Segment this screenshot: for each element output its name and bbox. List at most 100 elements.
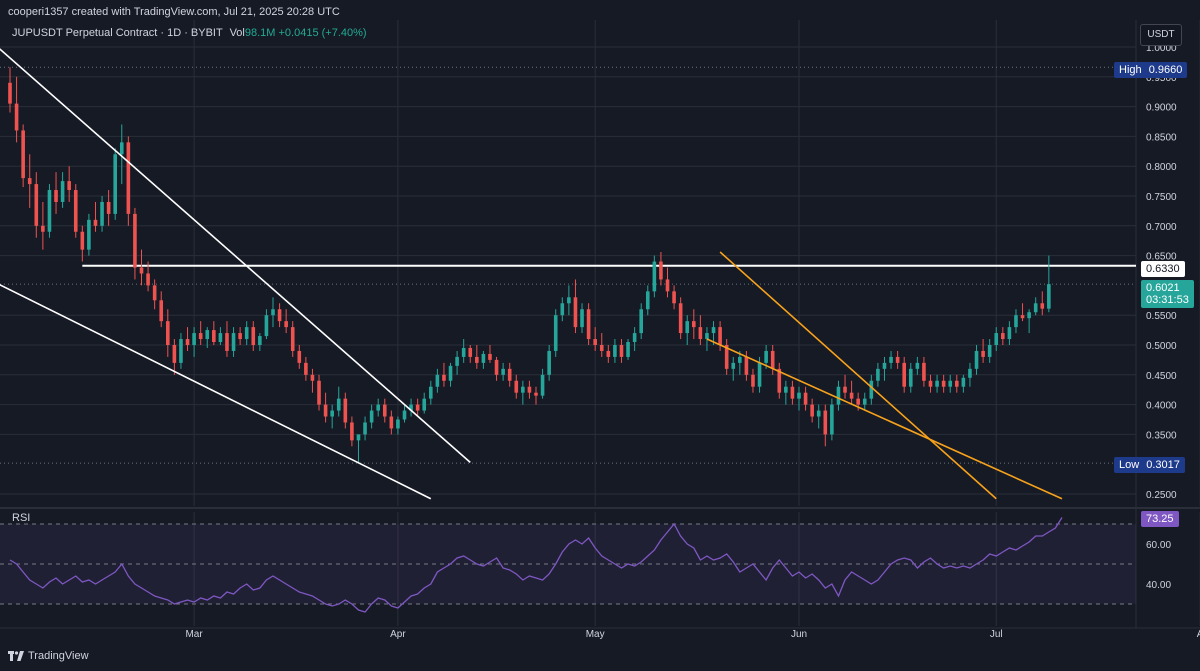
candle-body [540, 374, 545, 396]
candle-body [14, 103, 19, 131]
candle-body [507, 368, 512, 381]
volume-value: 98.1M [244, 27, 276, 39]
price-tick-label: 0.8000 [1146, 162, 1177, 173]
candle [60, 172, 65, 208]
candle-body [869, 380, 874, 399]
candle [895, 350, 900, 369]
orange-trendline [706, 338, 1063, 500]
candle-body [586, 309, 591, 340]
candle [672, 285, 676, 310]
candle [521, 380, 525, 405]
candle-body [836, 386, 841, 405]
price-tick-label: 0.2500 [1146, 490, 1177, 501]
candle-body [974, 350, 979, 369]
candle-body [100, 201, 104, 226]
candle-body [212, 330, 216, 343]
candle [580, 303, 584, 334]
candle-body [251, 327, 256, 345]
candle [231, 327, 236, 357]
candle [251, 321, 256, 351]
candle-body [1007, 327, 1012, 340]
candle-body [461, 347, 466, 357]
candle [784, 380, 788, 405]
candle-body [816, 410, 821, 417]
candle-body [987, 345, 992, 357]
candle-body [146, 273, 150, 286]
candle [724, 339, 729, 375]
candle-body [113, 154, 117, 214]
candle-body [8, 82, 12, 104]
candle-body [192, 333, 196, 345]
candle-body [764, 350, 768, 363]
candle-body [705, 333, 709, 340]
high-tag: High 0.9660 [1114, 62, 1188, 78]
candle-body [573, 297, 578, 328]
candle [1033, 297, 1038, 316]
candle-body [777, 368, 782, 393]
candle [133, 207, 137, 280]
candle [961, 374, 966, 393]
last-price-value: 0.6021 [1146, 282, 1180, 294]
candle [185, 327, 190, 351]
candle-body [731, 362, 736, 369]
candle [113, 148, 117, 220]
candle-body [948, 380, 953, 387]
candle [363, 416, 367, 441]
candle-body [659, 261, 663, 280]
candle-body [580, 309, 584, 328]
low-value: 0.3017 [1146, 459, 1180, 471]
high-value: 0.9660 [1148, 64, 1183, 76]
candle [290, 321, 295, 357]
candle [981, 339, 985, 363]
candle [613, 339, 617, 363]
rsi-tick-label: 40.00 [1146, 580, 1171, 591]
tradingview-brand[interactable]: TradingView [8, 650, 89, 662]
candle [501, 362, 505, 381]
candle-body [955, 380, 959, 387]
candle [935, 374, 939, 393]
candle [751, 368, 755, 393]
candle-body [895, 356, 900, 363]
candle [1014, 309, 1018, 334]
candle-body [93, 219, 98, 226]
candle [830, 398, 834, 441]
candle-body [547, 350, 551, 375]
candle-body [185, 339, 190, 345]
candle-body [922, 362, 926, 381]
candle [665, 267, 670, 298]
candle-body [152, 285, 157, 301]
candle-body [830, 404, 834, 435]
chart-grid [0, 20, 1200, 629]
candle [343, 392, 348, 429]
candle [73, 184, 78, 238]
candle-body [277, 309, 282, 322]
candle [632, 327, 637, 351]
candle [212, 321, 216, 345]
candle-body [685, 321, 690, 334]
candle-body [304, 362, 308, 375]
candle [238, 327, 242, 345]
resistance-tag: 0.6330 [1141, 261, 1185, 277]
candle [862, 392, 867, 411]
low-label: Low [1119, 459, 1140, 471]
candle-body [488, 353, 492, 360]
time-tick-label: Apr [390, 629, 406, 640]
candle [159, 291, 164, 328]
rsi-line [9, 517, 1063, 613]
axes: 1.0000 0.9500 0.9000 0.8500 0.8000 0.7500 0.70… [185, 43, 1200, 640]
candle-body [941, 380, 946, 387]
currency-button[interactable]: USDT [1140, 24, 1182, 46]
candle [481, 350, 486, 369]
candle-body [363, 422, 367, 435]
candle-body [172, 345, 177, 363]
price-tick-label: 1.0000 [1146, 43, 1177, 54]
time-tick-label: A [1197, 629, 1200, 640]
candle-body [718, 327, 722, 345]
candle-body [481, 353, 486, 363]
candle-body [376, 404, 380, 411]
candle [139, 249, 144, 286]
candle [41, 201, 45, 250]
candle [678, 297, 683, 340]
candle [849, 380, 854, 405]
